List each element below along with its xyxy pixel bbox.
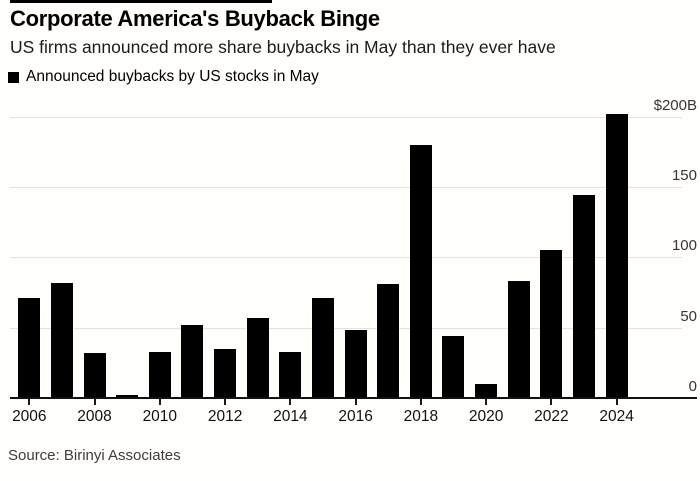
bar-2017 — [377, 284, 400, 398]
gridline-50 — [10, 327, 682, 329]
x-axis-label-2006: 2006 — [12, 408, 47, 425]
bar-2013 — [246, 317, 269, 398]
x-axis-label-2008: 2008 — [77, 408, 112, 425]
x-tick-2010 — [158, 399, 161, 405]
bar-2007 — [50, 282, 73, 398]
x-tick-2020 — [485, 399, 488, 405]
y-axis-label-0: 0 — [688, 378, 697, 395]
x-axis-label-2014: 2014 — [273, 408, 308, 425]
x-tick-2022 — [550, 399, 553, 405]
x-tick-2006 — [28, 399, 31, 405]
x-axis-label-2020: 2020 — [468, 408, 504, 425]
x-tick-2024 — [615, 399, 618, 405]
x-tick-2014 — [289, 399, 292, 405]
bar-2023 — [573, 195, 595, 398]
legend: Announced buybacks by US stocks in May — [8, 68, 319, 86]
bar-2010 — [148, 351, 171, 398]
x-axis-label-2016: 2016 — [338, 408, 373, 425]
bar-2018 — [409, 144, 432, 398]
x-tick-2016 — [354, 399, 357, 405]
x-tick-2008 — [93, 399, 96, 405]
top-rule — [10, 0, 272, 3]
chart-subtitle: US firms announced more share buybacks i… — [10, 37, 556, 57]
y-axis-label-200: $200B — [653, 96, 697, 114]
gridline-100 — [10, 257, 682, 259]
bar-2020 — [475, 383, 498, 398]
x-axis-line — [10, 397, 697, 399]
bar-2012 — [214, 348, 237, 398]
x-axis-label-2022: 2022 — [534, 408, 569, 425]
legend-swatch-icon — [8, 71, 19, 83]
bar-2011 — [181, 324, 204, 398]
y-axis-label-50: 50 — [680, 307, 697, 325]
bar-2009 — [116, 395, 139, 398]
bar-2014 — [279, 351, 302, 398]
legend-label: Announced buybacks by US stocks in May — [26, 68, 319, 85]
source-note: Source: Birinyi Associates — [8, 447, 181, 464]
bar-2008 — [83, 352, 106, 398]
bar-2016 — [344, 330, 367, 398]
bar-2021 — [507, 281, 530, 398]
chart-title: Corporate America's Buyback Binge — [10, 6, 380, 31]
x-tick-2018 — [419, 399, 422, 405]
x-axis-label-2018: 2018 — [403, 408, 439, 425]
y-axis-label-150: 150 — [671, 167, 697, 185]
bar-2024 — [605, 113, 628, 398]
gridline-200 — [10, 116, 682, 118]
bar-2006 — [18, 298, 41, 398]
x-axis-label-2012: 2012 — [207, 408, 243, 425]
x-axis-label-2010: 2010 — [142, 408, 178, 425]
bar-2019 — [442, 336, 465, 398]
bar-2022 — [540, 250, 563, 398]
bar-2015 — [311, 298, 334, 398]
x-tick-2012 — [224, 399, 227, 405]
y-axis-label-100: 100 — [671, 237, 697, 255]
gridline-150 — [10, 187, 682, 189]
x-axis-label-2024: 2024 — [599, 408, 634, 425]
